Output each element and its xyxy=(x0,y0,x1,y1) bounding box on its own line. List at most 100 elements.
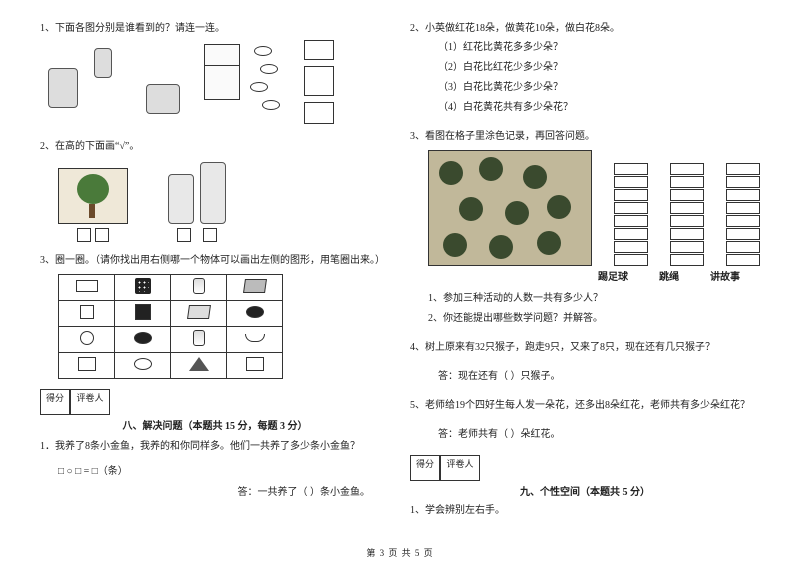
option[interactable] xyxy=(171,275,227,301)
label-football: 踢足球 xyxy=(596,268,630,283)
tally-column-2[interactable] xyxy=(670,163,704,266)
tally-cell[interactable] xyxy=(670,254,704,266)
q2-item xyxy=(168,162,226,242)
cube-icon xyxy=(135,304,151,320)
checkbox[interactable] xyxy=(77,228,91,242)
figure-blob xyxy=(489,235,513,259)
left-column: 1、下面各图分别是谁看到的？请连一连。 2、在高的下面画“√”。 xyxy=(30,20,400,540)
target-shape xyxy=(59,353,115,379)
option[interactable] xyxy=(171,301,227,327)
tree-image xyxy=(58,168,128,224)
tally-cell[interactable] xyxy=(614,215,648,227)
view-rect xyxy=(304,102,334,124)
table-row xyxy=(59,275,283,301)
q2-images-row xyxy=(58,162,390,242)
tally-cell[interactable] xyxy=(726,241,760,253)
tally-column-1[interactable] xyxy=(614,163,648,266)
q-body: 在高的下面画“√”。 xyxy=(55,141,139,152)
figure-blob xyxy=(523,165,547,189)
tally-cell[interactable] xyxy=(726,254,760,266)
tally-cell[interactable] xyxy=(726,202,760,214)
tally-cell[interactable] xyxy=(726,228,760,240)
option[interactable] xyxy=(227,327,283,353)
tally-cell[interactable] xyxy=(670,189,704,201)
tally-cell[interactable] xyxy=(726,176,760,188)
page-footer: 第 3 页 共 5 页 xyxy=(0,546,800,559)
option[interactable] xyxy=(227,353,283,379)
answer-line[interactable]: 答：一共养了（ ）条小金鱼。 xyxy=(40,483,390,498)
right-column: 2、小英做红花18朵，做黄花10朵，做白花8朵。 （1）红花比黄花多多少朵？ （… xyxy=(400,20,770,540)
tally-cell[interactable] xyxy=(614,202,648,214)
option[interactable] xyxy=(227,275,283,301)
option[interactable] xyxy=(227,301,283,327)
option[interactable] xyxy=(115,353,171,379)
equation-blank[interactable]: □ ○ □ = □（条） xyxy=(40,462,390,477)
q-left-2: 2、在高的下面画“√”。 xyxy=(40,138,390,242)
tally-cell[interactable] xyxy=(726,215,760,227)
q-text: 1．我养了8条小金鱼，我养的和你同样多。他们一共养了多少条小金鱼？ xyxy=(40,438,390,456)
q-num: 3、 xyxy=(40,255,55,266)
q-text: 1、下面各图分别是谁看到的？请连一连。 xyxy=(40,20,390,38)
sub-question: （3）白花比黄花少多少朵？ xyxy=(410,78,760,98)
cloud-shape xyxy=(262,100,280,110)
circle-outline-icon xyxy=(134,358,152,370)
q-text: 3、看图在格子里涂色记录，再回答问题。 xyxy=(410,128,760,146)
tally-column-3[interactable] xyxy=(726,163,760,266)
view-rect xyxy=(304,66,334,96)
tally-cell[interactable] xyxy=(614,189,648,201)
dice-icon xyxy=(135,278,151,294)
sphere-icon xyxy=(246,306,264,318)
sub-question: （2）白花比红花少多少朵？ xyxy=(410,58,760,78)
q-right-2: 2、小英做红花18朵，做黄花10朵，做白花8朵。 （1）红花比黄花多多少朵？ （… xyxy=(410,20,760,118)
tally-cell[interactable] xyxy=(614,176,648,188)
option[interactable] xyxy=(115,327,171,353)
checkbox[interactable] xyxy=(203,228,217,242)
figure-blob xyxy=(537,231,561,255)
tally-cell[interactable] xyxy=(670,241,704,253)
target-shape xyxy=(59,327,115,353)
score-box: 得分 评卷人 xyxy=(40,389,390,415)
checkbox[interactable] xyxy=(177,228,191,242)
tally-cell[interactable] xyxy=(670,163,704,175)
tally-cell[interactable] xyxy=(614,163,648,175)
option[interactable] xyxy=(171,327,227,353)
cylinder-icon xyxy=(193,278,205,294)
q-text: 5、老师给19个四好生每人发一朵花，还多出8朵红花，老师共有多少朵红花？ xyxy=(410,397,760,415)
tally-cell[interactable] xyxy=(726,189,760,201)
tally-cell[interactable] xyxy=(670,202,704,214)
answer-line[interactable]: 答：现在还有（ ）只猴子。 xyxy=(410,367,760,387)
score-cell[interactable]: 得分 xyxy=(40,389,70,415)
q-num: 3、 xyxy=(410,131,425,142)
tally-cell[interactable] xyxy=(614,241,648,253)
q-body: 小英做红花18朵，做黄花10朵，做白花8朵。 xyxy=(425,23,620,34)
answer-line[interactable]: 答：老师共有（ ）朵红花。 xyxy=(410,425,760,445)
refrigerator-drawing xyxy=(204,44,240,100)
cuboid-icon xyxy=(243,279,267,293)
cloud-shape xyxy=(260,64,278,74)
q-body: 学会辨别左右手。 xyxy=(425,505,505,516)
grader-cell[interactable]: 评卷人 xyxy=(440,455,480,481)
grader-cell[interactable]: 评卷人 xyxy=(70,389,110,415)
label-story: 讲故事 xyxy=(708,268,742,283)
word-problem-1: 1．我养了8条小金鱼，我养的和你同样多。他们一共养了多少条小金鱼？ □ ○ □ … xyxy=(40,438,390,498)
figure-blob xyxy=(547,195,571,219)
tally-cell[interactable] xyxy=(670,228,704,240)
tally-cell[interactable] xyxy=(726,163,760,175)
q-right-5: 5、老师给19个四好生每人发一朵花，还多出8朵红花，老师共有多少朵红花？ 答：老… xyxy=(410,397,760,445)
tally-cell[interactable] xyxy=(614,254,648,266)
checkbox[interactable] xyxy=(95,228,109,242)
option[interactable] xyxy=(115,275,171,301)
option[interactable] xyxy=(115,301,171,327)
q-text: 3、圈一圈。（请你找出用右侧哪一个物体可以画出左侧的图形，用笔圈出来。） xyxy=(40,252,390,270)
q-left-3: 3、圈一圈。（请你找出用右侧哪一个物体可以画出左侧的图形，用笔圈出来。） xyxy=(40,252,390,379)
tally-cell[interactable] xyxy=(614,228,648,240)
triangle-icon xyxy=(79,358,95,370)
tally-cell[interactable] xyxy=(670,176,704,188)
answer-boxes xyxy=(58,228,128,242)
tally-cell[interactable] xyxy=(670,215,704,227)
figure-blob xyxy=(439,161,463,185)
score-cell[interactable]: 得分 xyxy=(410,455,440,481)
q-text: 1、学会辨别左右手。 xyxy=(410,502,760,520)
sphere-icon xyxy=(134,332,152,344)
option[interactable] xyxy=(171,353,227,379)
